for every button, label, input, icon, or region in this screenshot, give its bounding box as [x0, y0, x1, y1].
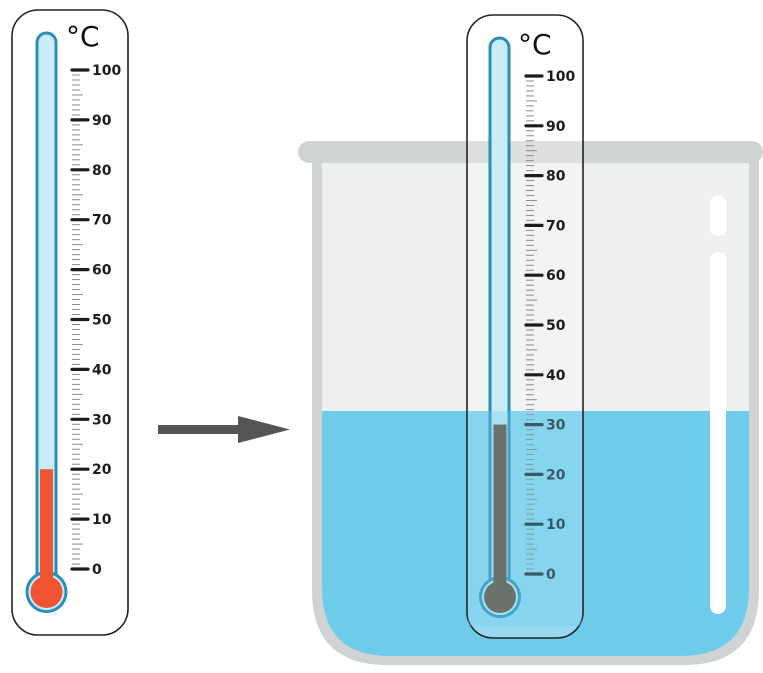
tick-label: 60 — [546, 268, 566, 284]
tick-label: 20 — [92, 462, 112, 478]
tick-label: 30 — [92, 412, 112, 428]
tick-label: 100 — [546, 69, 575, 85]
tick-label: 0 — [92, 562, 102, 578]
tick-label: 90 — [546, 119, 566, 135]
beaker-highlight-short — [710, 195, 726, 236]
tick-label: 20 — [546, 467, 566, 483]
tick-label: 100 — [92, 63, 121, 79]
tick-label: 60 — [92, 263, 112, 279]
tick-label: 10 — [546, 517, 566, 533]
unit-label: °C — [518, 28, 552, 61]
tick-label: 40 — [546, 368, 566, 384]
water-overlay — [467, 411, 583, 626]
tick-label: 90 — [92, 113, 112, 129]
right-arrow-icon — [158, 416, 290, 443]
mercury-column — [40, 469, 53, 595]
temperature-scale: 0 10 20 30 40 50 60 70 80 90 100 — [70, 63, 121, 578]
temperature-scale: 0 10 20 30 40 50 60 70 80 90 100 — [524, 69, 575, 583]
tick-label: 40 — [92, 362, 112, 378]
beaker-rim — [298, 141, 763, 163]
tick-label: 50 — [546, 318, 566, 334]
tick-label: 80 — [546, 169, 566, 185]
mercury-column — [493, 424, 507, 600]
tick-label: 0 — [546, 567, 556, 583]
tick-label: 70 — [92, 213, 112, 229]
tick-label: 30 — [546, 418, 566, 434]
tick-label: 80 — [92, 163, 112, 179]
tick-label: 70 — [546, 218, 566, 234]
thermometer-after: 0 10 20 30 40 50 60 70 80 90 100 °C — [466, 14, 584, 639]
beaker-highlight-long — [710, 252, 726, 614]
beaker — [298, 141, 763, 665]
mercury-bulb — [484, 581, 516, 613]
thermometer-before: 0 10 20 30 40 50 60 70 80 90 100 °C — [11, 9, 129, 636]
unit-label: °C — [66, 20, 100, 53]
beaker-water — [322, 411, 749, 656]
mercury-bulb — [30, 576, 63, 608]
tick-label: 50 — [92, 313, 112, 329]
tick-label: 10 — [92, 512, 112, 528]
